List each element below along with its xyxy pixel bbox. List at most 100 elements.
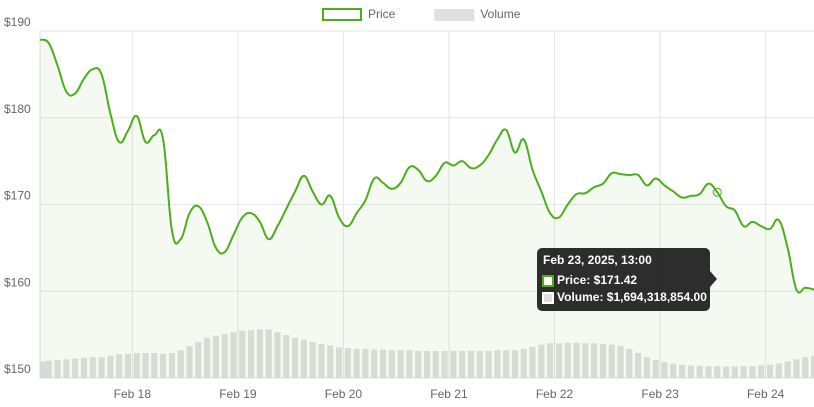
volume-bar bbox=[766, 364, 774, 378]
tooltip-line: Price: $171.42 bbox=[557, 273, 637, 287]
volume-bar bbox=[72, 358, 79, 378]
volume-bar bbox=[608, 344, 615, 378]
volume-bar bbox=[432, 350, 439, 378]
volume-bar bbox=[652, 359, 659, 378]
volume-bar bbox=[283, 334, 290, 378]
volume-bar bbox=[362, 348, 369, 378]
volume-bar bbox=[494, 350, 501, 378]
legend-label: Price bbox=[368, 7, 396, 21]
volume-bar bbox=[485, 350, 492, 378]
volume-bar bbox=[151, 353, 158, 378]
volume-bar bbox=[388, 350, 395, 378]
volume-bar bbox=[45, 360, 52, 378]
volume-bar bbox=[195, 341, 202, 378]
volume-bar bbox=[344, 348, 351, 378]
volume-bar bbox=[582, 343, 589, 378]
volume-bar bbox=[678, 364, 686, 378]
volume-bar bbox=[379, 349, 387, 378]
volume-bar bbox=[256, 329, 263, 378]
tooltip-swatch bbox=[542, 292, 554, 304]
volume-bar bbox=[520, 348, 527, 378]
hover-point bbox=[712, 187, 722, 197]
x-tick-label: Feb 22 bbox=[536, 387, 574, 401]
x-tick-label: Feb 24 bbox=[747, 387, 785, 401]
volume-bar bbox=[441, 350, 448, 378]
volume-bar bbox=[722, 366, 730, 378]
volume-bar bbox=[538, 344, 545, 378]
tooltip-swatch bbox=[542, 275, 554, 287]
tooltip-box bbox=[537, 248, 710, 311]
volume-bar bbox=[80, 357, 88, 378]
price-line bbox=[39, 38, 814, 294]
volume-bar bbox=[503, 350, 510, 378]
volume-bar bbox=[406, 350, 413, 378]
volume-bar bbox=[133, 353, 140, 378]
x-tick-label: Feb 19 bbox=[219, 387, 257, 401]
y-tick-label: $190 bbox=[4, 15, 31, 29]
volume-bar bbox=[775, 363, 782, 378]
volume-bar bbox=[212, 335, 219, 378]
y-tick-label: $180 bbox=[4, 102, 31, 116]
volume-bar bbox=[511, 350, 519, 378]
tooltip-line: Volume: $1,694,318,854.00 bbox=[557, 290, 707, 304]
volume-bar bbox=[687, 365, 694, 378]
volume-bar bbox=[335, 347, 343, 378]
volume-bar bbox=[415, 350, 422, 378]
volume-bar bbox=[661, 362, 668, 378]
volume-bar bbox=[63, 359, 70, 378]
volume-bar bbox=[423, 350, 431, 378]
volume-bar bbox=[705, 366, 712, 378]
volume-bar bbox=[696, 365, 703, 378]
volume-bar bbox=[547, 343, 554, 378]
volume-bar bbox=[635, 353, 642, 378]
volume-bar bbox=[116, 354, 123, 378]
volume-bar bbox=[98, 357, 105, 378]
volume-bar bbox=[397, 350, 404, 378]
volume-bar bbox=[186, 346, 193, 378]
volume-bar bbox=[327, 345, 334, 378]
price-area bbox=[40, 39, 814, 379]
volume-bar bbox=[309, 341, 316, 378]
x-tick-label: Feb 18 bbox=[114, 387, 152, 401]
volume-bar bbox=[643, 357, 650, 378]
volume-bar bbox=[274, 332, 281, 378]
volume-bar bbox=[107, 355, 114, 378]
volume-bar bbox=[318, 343, 325, 378]
volume-bar bbox=[802, 357, 809, 378]
volume-bar bbox=[555, 343, 563, 378]
volume-bar bbox=[221, 334, 228, 378]
volume-bar bbox=[599, 343, 606, 378]
volume-bar bbox=[371, 349, 378, 378]
volume-bar bbox=[265, 329, 272, 378]
volume-bar bbox=[617, 346, 624, 378]
volume-bar bbox=[142, 353, 149, 378]
volume-bar bbox=[564, 342, 571, 378]
x-tick-label: Feb 21 bbox=[430, 387, 468, 401]
volume-bar bbox=[168, 353, 176, 378]
volume-bar bbox=[230, 332, 237, 378]
tooltip-caret bbox=[710, 271, 717, 287]
legend-label: Volume bbox=[480, 7, 520, 21]
volume-bar bbox=[476, 350, 483, 378]
volume-bar bbox=[573, 342, 580, 378]
volume-bar bbox=[529, 346, 536, 378]
volume-bar bbox=[40, 361, 47, 378]
volume-bar bbox=[89, 357, 96, 378]
volume-bar bbox=[749, 366, 756, 378]
volume-bar bbox=[248, 330, 255, 378]
tooltip-title: Feb 23, 2025, 13:00 bbox=[543, 253, 652, 267]
volume-bar bbox=[450, 350, 457, 378]
volume-bar bbox=[591, 343, 598, 378]
volume-bar bbox=[670, 363, 677, 378]
y-tick-label: $170 bbox=[4, 189, 31, 203]
volume-bar bbox=[204, 337, 211, 378]
volume-bar bbox=[291, 337, 299, 378]
legend-swatch bbox=[434, 9, 475, 21]
volume-bar bbox=[793, 359, 800, 378]
volume-bar bbox=[731, 366, 738, 378]
volume-bar bbox=[467, 350, 475, 378]
volume-bar bbox=[740, 366, 747, 378]
volume-bar bbox=[160, 353, 167, 378]
volume-bar bbox=[300, 339, 307, 378]
